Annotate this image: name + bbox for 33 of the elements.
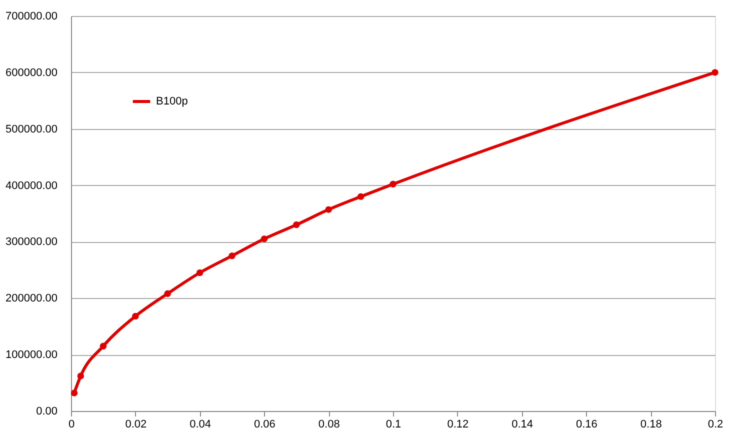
point	[390, 180, 396, 188]
point	[293, 221, 300, 228]
point	[260, 236, 268, 242]
x-tick-label: 0.14	[512, 418, 534, 430]
y-tick-label: 700000.00	[6, 10, 58, 22]
x-tick-label: 0.16	[576, 418, 598, 430]
x-tick-label: 0.04	[190, 418, 212, 430]
y-tick-label: 400000.00	[6, 180, 58, 192]
point	[132, 312, 139, 320]
point	[712, 69, 718, 76]
y-tick-label: 500000.00	[6, 123, 58, 136]
y-tick-label: 600000.00	[6, 66, 58, 79]
point	[196, 269, 204, 276]
point	[77, 372, 84, 380]
point	[357, 193, 364, 200]
point	[70, 390, 78, 396]
x-tick-label: 0.1	[386, 418, 402, 430]
x-tick-label: 0.06	[254, 418, 276, 430]
x-tick-label: 0.02	[125, 418, 147, 430]
x-tick-label: 0.18	[640, 418, 662, 430]
x-tick-label: 0	[68, 418, 75, 430]
y-tick-label: 0.00	[36, 406, 58, 418]
point	[325, 206, 332, 213]
x-tick-label: 0.08	[318, 418, 340, 430]
y-tick-label: 200000.00	[6, 292, 58, 305]
y-tick-label: 300000.00	[6, 236, 58, 248]
x-tick-label: 0.12	[447, 418, 469, 430]
point	[164, 290, 171, 297]
y-tick-label: 100000.00	[6, 349, 58, 362]
point	[228, 252, 236, 260]
x-tick-label: 0.2	[708, 418, 724, 430]
legend-label: B100p	[156, 96, 188, 108]
point	[100, 342, 107, 350]
